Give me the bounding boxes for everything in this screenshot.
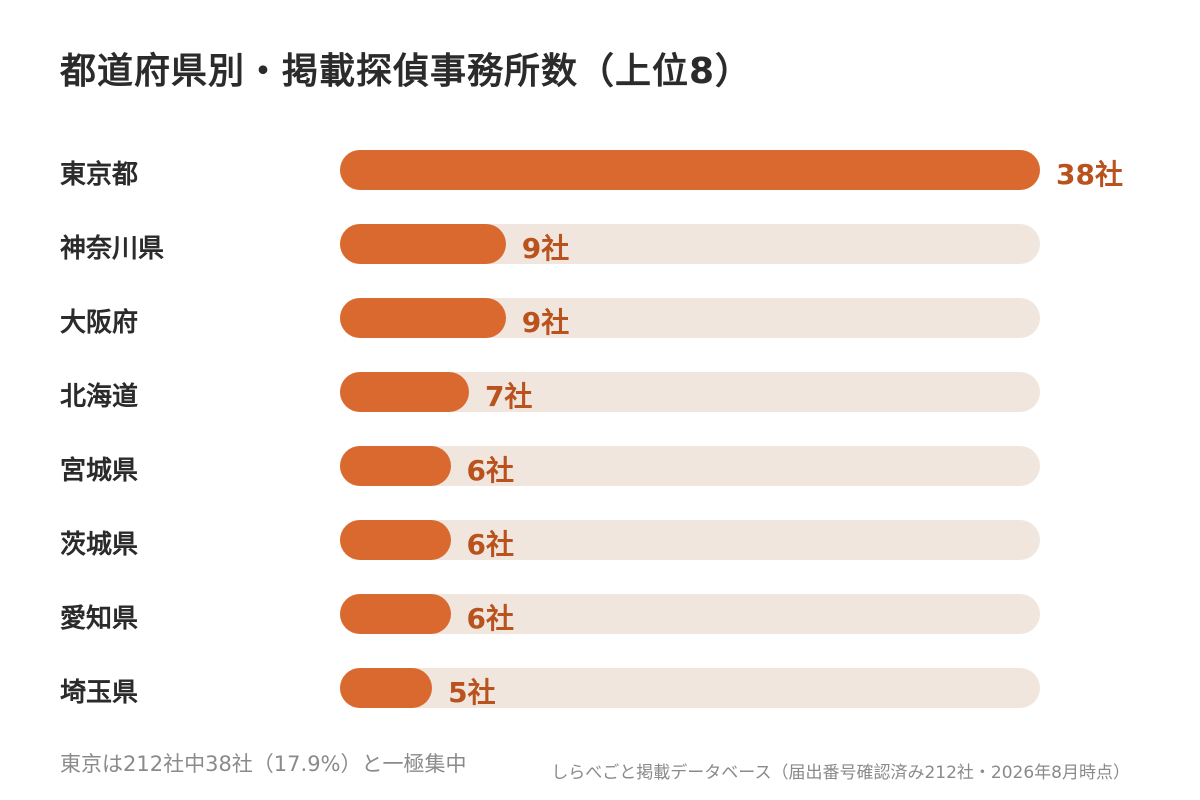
- category-label: 愛知県: [60, 604, 139, 634]
- bar: [340, 150, 1040, 190]
- bar-track: [340, 594, 1040, 634]
- category-label: 北海道: [60, 382, 139, 412]
- value-label: 6社: [466, 528, 514, 561]
- bar: [340, 520, 451, 560]
- bar-row: 東京都 38社: [0, 150, 1200, 191]
- bar: [340, 372, 469, 412]
- chart-title: 都道府県別・掲載探偵事務所数（上位8）: [60, 51, 753, 92]
- bar-row: 愛知県 6社: [0, 594, 1200, 635]
- bar-row: 宮城県 6社: [0, 446, 1200, 487]
- bar: [340, 298, 506, 338]
- category-label: 宮城県: [60, 456, 139, 486]
- bar: [340, 594, 451, 634]
- footnote: 東京は212社中38社（17.9%）と一極集中: [60, 752, 467, 776]
- value-label: 6社: [466, 602, 514, 635]
- value-label: 9社: [521, 232, 570, 265]
- bar-row: 北海道 7社: [0, 372, 1200, 413]
- bar: [340, 446, 451, 486]
- value-label: 7社: [484, 380, 533, 413]
- bar-row: 茨城県 6社: [0, 520, 1200, 561]
- category-label: 東京都: [60, 160, 139, 190]
- category-label: 神奈川県: [60, 234, 165, 264]
- value-label: 6社: [466, 454, 514, 487]
- source-note: しらべごと掲載データベース（届出番号確認済み212社・2026年8月時点）: [551, 763, 1130, 783]
- value-label: 5社: [448, 676, 496, 709]
- bar-row: 埼玉県 5社: [0, 668, 1200, 709]
- category-label: 茨城県: [60, 530, 139, 560]
- category-label: 埼玉県: [60, 678, 139, 708]
- bar-row: 大阪府 9社: [0, 298, 1200, 339]
- bar: [340, 668, 433, 708]
- bar-row: 神奈川県 9社: [0, 224, 1200, 265]
- value-label: 9社: [521, 306, 570, 339]
- bar-track: [340, 446, 1040, 486]
- bar-track: [340, 520, 1040, 560]
- value-label: 38社: [1056, 158, 1123, 191]
- bar-track: [340, 668, 1040, 708]
- bar: [340, 224, 506, 264]
- category-label: 大阪府: [60, 308, 139, 338]
